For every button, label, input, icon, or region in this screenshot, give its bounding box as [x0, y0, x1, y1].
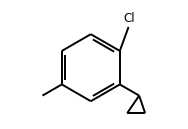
- Text: Cl: Cl: [124, 12, 135, 25]
